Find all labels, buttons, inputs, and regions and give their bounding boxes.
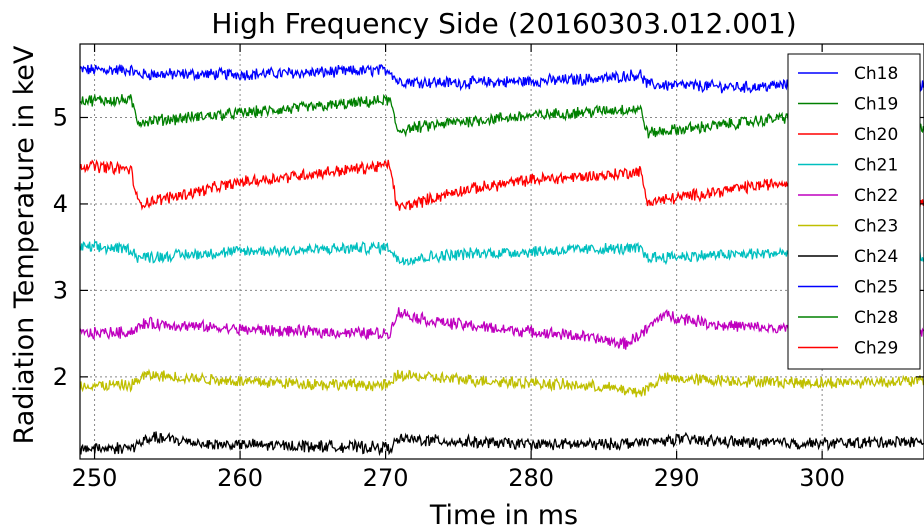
axes: 250 260 270 280 290 300 2 3 4 5: [53, 43, 924, 492]
legend-label-ch20: Ch20: [854, 125, 898, 145]
series-lines: [80, 63, 924, 457]
chart-title: High Frequency Side (20160303.012.001): [211, 7, 796, 40]
x-tick-label: 300: [799, 464, 845, 492]
legend-label-ch28: Ch28: [854, 308, 898, 328]
x-tick-label: 290: [654, 464, 700, 492]
series-line-ch20: [80, 159, 924, 211]
series-line-ch24: [80, 431, 924, 457]
series-line-ch23: [80, 368, 924, 398]
x-tick-label: 270: [363, 464, 409, 492]
plot-frame: [79, 43, 924, 460]
y-tick-label: 4: [53, 190, 68, 218]
y-tick-label: 2: [53, 363, 68, 391]
series-line-ch19: [80, 93, 924, 139]
legend-label-ch25: Ch25: [854, 278, 898, 298]
legend-label-ch24: Ch24: [854, 247, 898, 267]
legend: Ch18 Ch19 Ch20 Ch21 Ch22 Ch23 Ch24 Ch25 Ch28 Ch29: [787, 53, 921, 370]
y-axis-title: Radiation Temperature in keV: [9, 45, 40, 444]
legend-label-ch18: Ch18: [854, 64, 898, 84]
y-tick-label: 5: [53, 103, 68, 131]
legend-label-ch21: Ch21: [854, 156, 898, 176]
series-line-ch22: [80, 307, 924, 350]
x-tick-label: 280: [508, 464, 554, 492]
x-tick-label: 260: [217, 464, 263, 492]
series-line-ch21: [80, 239, 924, 266]
x-tick-label: 250: [72, 464, 118, 492]
legend-label-ch23: Ch23: [854, 217, 898, 237]
legend-label-ch29: Ch29: [854, 339, 898, 359]
series-line-ch18: [80, 63, 924, 94]
legend-label-ch22: Ch22: [854, 186, 898, 206]
legend-label-ch19: Ch19: [854, 95, 898, 115]
y-tick-label: 3: [53, 276, 68, 304]
x-axis-title: Time in ms: [429, 500, 578, 531]
